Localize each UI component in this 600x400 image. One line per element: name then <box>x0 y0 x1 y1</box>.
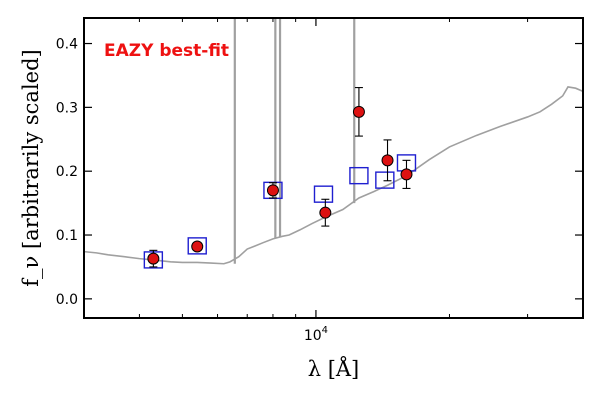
model-square-1 <box>187 237 207 255</box>
ytick-label-1: 0.1 <box>56 228 78 244</box>
observed-marker <box>319 206 332 219</box>
plot-frame <box>83 17 584 319</box>
xtick-label-0: 104 <box>304 325 328 344</box>
spectrum-line <box>83 86 584 265</box>
model-square-5 <box>375 171 395 189</box>
observed-marker <box>352 105 365 118</box>
observed-point-4 <box>352 87 365 137</box>
observed-marker <box>400 168 413 181</box>
ytick-label-4: 0.4 <box>56 37 78 53</box>
ytick-label-0: 0.0 <box>56 292 78 308</box>
observed-point-6 <box>400 159 413 189</box>
ytick-label-3: 0.3 <box>56 100 78 116</box>
observed-marker <box>381 154 394 167</box>
y-axis-label: f_ν [arbitrarily scaled] <box>19 49 43 286</box>
observed-photometry-series <box>147 87 413 268</box>
observed-marker <box>266 184 279 197</box>
x-axis-label: λ [Å] <box>308 356 360 381</box>
observed-marker <box>191 240 204 253</box>
observed-marker <box>147 252 160 265</box>
observed-point-3 <box>319 198 332 227</box>
observed-point-1 <box>191 240 204 253</box>
model-square-4 <box>349 166 369 185</box>
observed-point-0 <box>147 249 160 268</box>
ytick-label-2: 0.2 <box>56 164 78 180</box>
model-flux-series <box>143 154 417 269</box>
observed-point-2 <box>266 182 279 199</box>
model-square-3 <box>313 185 334 203</box>
observed-point-5 <box>381 139 394 182</box>
annotation-label: EAZY best-fit <box>104 41 229 61</box>
axes: 0.0 0.1 0.2 0.3 0.4 104 <box>56 17 584 344</box>
axis-labels: EAZY best-fit λ [Å] f_ν [arbitrarily scale… <box>19 41 359 381</box>
